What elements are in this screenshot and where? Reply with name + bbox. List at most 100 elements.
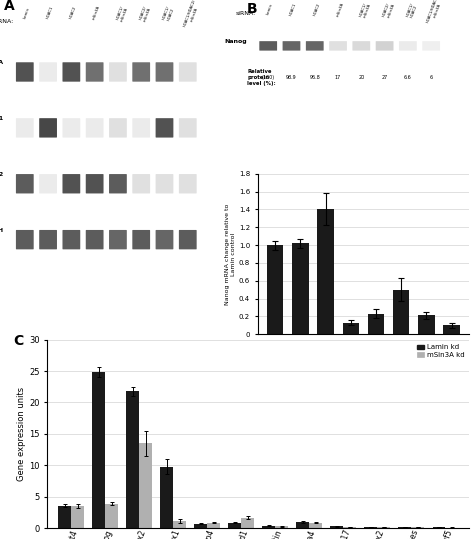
FancyBboxPatch shape [86,63,103,82]
Bar [127,391,139,528]
Text: 20: 20 [358,75,365,80]
Y-axis label: Nanog mRNA change relative to
Lamin control: Nanog mRNA change relative to Lamin cont… [225,203,236,305]
FancyBboxPatch shape [16,118,34,137]
Text: siRNA:: siRNA: [152,364,178,370]
FancyBboxPatch shape [179,118,197,137]
Bar [194,524,207,528]
FancyBboxPatch shape [39,63,57,82]
Bar [393,289,410,334]
Bar [173,521,186,528]
FancyBboxPatch shape [63,118,80,137]
FancyBboxPatch shape [179,63,197,82]
FancyBboxPatch shape [353,41,370,51]
Bar [241,517,254,528]
Bar [418,315,435,334]
FancyBboxPatch shape [109,63,127,82]
FancyBboxPatch shape [132,174,150,194]
FancyBboxPatch shape [63,230,80,250]
FancyBboxPatch shape [86,174,103,194]
FancyBboxPatch shape [39,230,57,250]
Bar [292,243,309,334]
Bar [228,523,241,528]
Text: (100): (100) [262,75,275,80]
FancyBboxPatch shape [63,174,80,194]
Text: HDAC1/HDAC2/
mSin3A: HDAC1/HDAC2/ mSin3A [426,0,444,25]
Bar [330,526,343,528]
FancyBboxPatch shape [155,118,173,137]
FancyBboxPatch shape [283,41,301,51]
Text: Nanog: Nanog [224,39,247,44]
Text: mSin3A: mSin3A [92,5,101,20]
Bar [296,522,310,528]
FancyBboxPatch shape [155,63,173,82]
FancyBboxPatch shape [155,230,173,250]
Text: C: C [14,334,24,348]
FancyBboxPatch shape [39,118,57,137]
Bar [275,526,288,528]
FancyBboxPatch shape [399,41,417,51]
FancyBboxPatch shape [16,174,34,194]
FancyBboxPatch shape [109,174,127,194]
Y-axis label: Gene expression units: Gene expression units [18,387,27,481]
FancyBboxPatch shape [306,41,324,51]
Bar [71,506,84,528]
FancyBboxPatch shape [39,174,57,194]
Text: mSin3A: mSin3A [0,60,4,65]
Text: siRNA:: siRNA: [235,11,255,16]
Bar [432,527,446,528]
Text: B: B [247,2,258,16]
Text: 27: 27 [382,75,388,80]
Text: HDAC1/
mSin3A: HDAC1/ mSin3A [115,5,128,22]
Bar [411,527,424,528]
Text: Lamin: Lamin [266,3,274,16]
Text: HDAC2: HDAC2 [69,5,77,20]
FancyBboxPatch shape [422,41,440,51]
Bar [105,503,118,528]
Text: 6: 6 [429,75,433,80]
FancyBboxPatch shape [179,230,197,250]
Text: Lamin: Lamin [23,6,31,19]
Text: HDAC2/
mSin3A: HDAC2/ mSin3A [138,5,152,22]
Text: HDAC1/HDAC2/
mSin3A: HDAC1/HDAC2/ mSin3A [182,0,201,29]
FancyBboxPatch shape [63,63,80,82]
Bar [310,523,322,528]
Text: HDAC2: HDAC2 [0,172,4,177]
Text: Relative
protein
level (%):: Relative protein level (%): [247,70,276,86]
FancyBboxPatch shape [86,118,103,137]
FancyBboxPatch shape [132,230,150,250]
FancyBboxPatch shape [329,41,347,51]
Text: HDAC1: HDAC1 [0,116,4,121]
Bar [263,526,275,528]
Bar [365,527,377,528]
FancyBboxPatch shape [155,174,173,194]
FancyBboxPatch shape [132,118,150,137]
Bar [92,372,105,528]
Bar [58,506,71,528]
Bar [207,523,220,528]
FancyBboxPatch shape [109,118,127,137]
Text: HDAC1: HDAC1 [46,5,54,20]
Bar [377,527,390,528]
Text: 6.6: 6.6 [404,75,412,80]
Bar [343,527,356,528]
Bar [318,209,334,334]
Text: HDAC1: HDAC1 [289,2,298,16]
Text: HDAC2/
mSin3A: HDAC2/ mSin3A [382,2,395,19]
Text: HDAC1/
mSin3A: HDAC1/ mSin3A [359,2,372,19]
FancyBboxPatch shape [16,63,34,82]
Bar [160,467,173,528]
Text: GAPDH: GAPDH [0,228,4,233]
Text: 96.8: 96.8 [310,75,320,80]
Bar [343,323,359,334]
Legend: Lamin kd, mSin3A kd: Lamin kd, mSin3A kd [416,343,466,359]
FancyBboxPatch shape [179,174,197,194]
Text: 98.9: 98.9 [286,75,297,80]
Text: HDAC1/
HDAC2: HDAC1/ HDAC2 [162,5,175,22]
FancyBboxPatch shape [86,230,103,250]
FancyBboxPatch shape [16,230,34,250]
Bar [139,443,152,528]
Text: HDAC2: HDAC2 [312,2,321,16]
FancyBboxPatch shape [376,41,393,51]
Text: HDAC1/
HDAC2: HDAC1/ HDAC2 [405,2,419,18]
Text: A: A [4,0,14,13]
